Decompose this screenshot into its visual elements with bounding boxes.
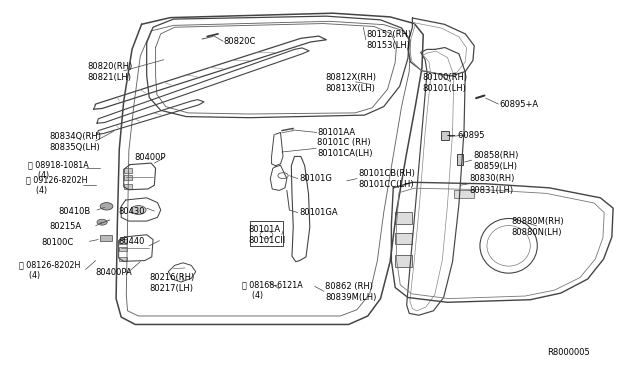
Bar: [454, 190, 474, 198]
Text: 80152(RH)
80153(LH): 80152(RH) 80153(LH): [366, 30, 411, 50]
Text: 80410B: 80410B: [59, 206, 91, 216]
Bar: [124, 184, 132, 189]
FancyBboxPatch shape: [441, 131, 449, 140]
Text: 80830(RH)
80831(LH): 80830(RH) 80831(LH): [470, 174, 515, 195]
Circle shape: [100, 203, 113, 210]
Text: 80216(RH)
80217(LH): 80216(RH) 80217(LH): [149, 273, 195, 293]
Text: 80880M(RH)
80880N(LH): 80880M(RH) 80880N(LH): [511, 217, 564, 237]
Text: 80101CB(RH)
80101CC(LH): 80101CB(RH) 80101CC(LH): [358, 169, 415, 189]
Text: Ⓑ 08126-8202H
    (4): Ⓑ 08126-8202H (4): [19, 260, 81, 280]
Text: 60895+A: 60895+A: [500, 100, 539, 109]
Bar: [119, 239, 127, 244]
Text: 80820C: 80820C: [223, 37, 255, 46]
Text: Ⓑ 09126-8202H
    (4): Ⓑ 09126-8202H (4): [26, 175, 87, 195]
Bar: [100, 235, 111, 241]
Bar: [394, 212, 412, 224]
Bar: [124, 168, 132, 173]
Circle shape: [97, 219, 107, 225]
Text: 80862 (RH)
80839M(LH): 80862 (RH) 80839M(LH): [325, 282, 376, 302]
Text: R8000005: R8000005: [547, 349, 589, 357]
Text: 80812X(RH)
80813X(LH): 80812X(RH) 80813X(LH): [325, 73, 376, 93]
Text: Ⓝ 08918-1081A
    (4): Ⓝ 08918-1081A (4): [28, 160, 89, 180]
Bar: [119, 257, 127, 261]
Text: 80101C (RH)
80101CA(LH): 80101C (RH) 80101CA(LH): [317, 138, 373, 158]
Text: 80101G: 80101G: [300, 174, 333, 183]
Text: 80858(RH)
80859(LH): 80858(RH) 80859(LH): [473, 151, 518, 171]
Text: 80440: 80440: [118, 237, 145, 246]
Text: 80101A
80101CII: 80101A 80101CII: [248, 225, 286, 245]
Text: 80430: 80430: [118, 206, 145, 216]
Text: 80101GA: 80101GA: [300, 208, 338, 217]
Bar: [250, 221, 283, 246]
Text: 80400PA: 80400PA: [96, 268, 132, 277]
Text: 80820(RH)
80821(LH): 80820(RH) 80821(LH): [88, 62, 132, 82]
Text: 80101AA: 80101AA: [317, 128, 356, 137]
Text: 80100C: 80100C: [42, 238, 74, 247]
Text: 80100(RH)
80101(LH): 80100(RH) 80101(LH): [422, 73, 467, 93]
Text: 80834Q(RH)
80835Q(LH): 80834Q(RH) 80835Q(LH): [49, 132, 101, 153]
Text: Ⓑ 08168-6121A
    (4): Ⓑ 08168-6121A (4): [243, 280, 303, 300]
Bar: [394, 256, 412, 267]
Bar: [119, 247, 127, 251]
Bar: [394, 232, 412, 244]
Text: 80400P: 80400P: [134, 153, 165, 163]
Circle shape: [131, 206, 146, 214]
Text: — 60895: — 60895: [447, 131, 485, 140]
Text: 80215A: 80215A: [49, 222, 81, 231]
Bar: [124, 175, 132, 180]
FancyBboxPatch shape: [457, 154, 463, 165]
